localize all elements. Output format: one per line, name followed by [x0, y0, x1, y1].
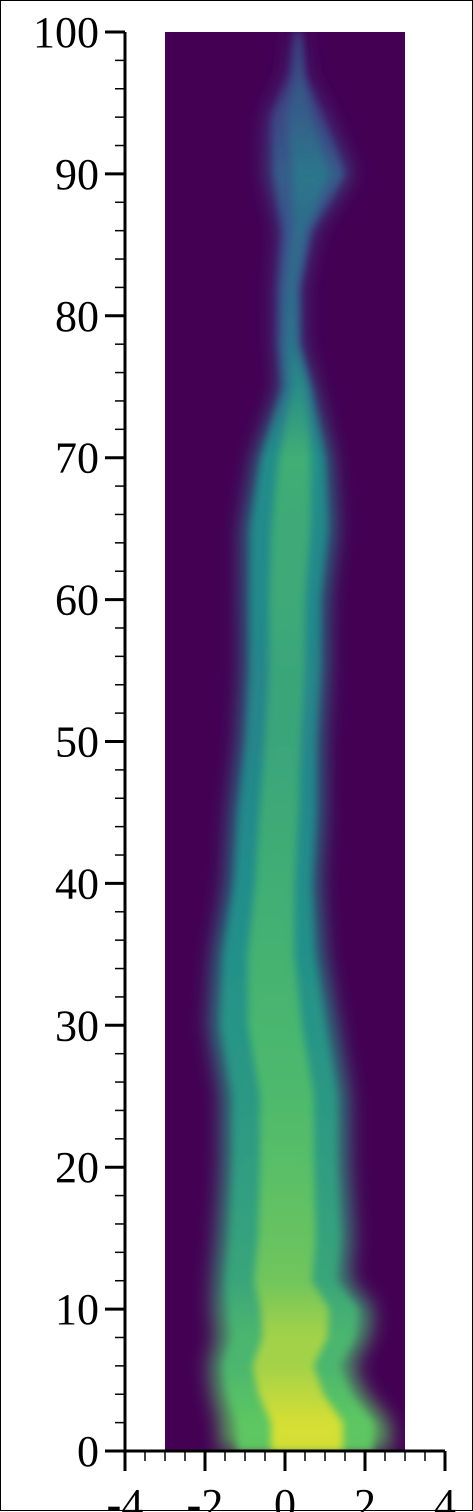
plume-core — [247, 32, 343, 1451]
y-tick-label: 70 — [55, 434, 99, 483]
y-tick-label: 10 — [55, 1285, 99, 1334]
x-tick-label: 0 — [274, 1480, 296, 1512]
tick-labels: 0 10 20 30 40 50 60 70 80 90 100 -4 -2 0 2 4 — [33, 8, 456, 1512]
x-tick-label: -2 — [187, 1480, 224, 1512]
y-tick-label: 30 — [55, 1001, 99, 1050]
y-tick-label: 0 — [77, 1427, 99, 1476]
y-tick-label: 90 — [55, 150, 99, 199]
tick-marks — [105, 30, 447, 1471]
y-tick-label: 60 — [55, 576, 99, 625]
y-tick-label: 40 — [55, 859, 99, 908]
y-tick-label: 100 — [33, 8, 99, 57]
plume — [209, 32, 389, 1451]
x-tick-label: 2 — [354, 1480, 376, 1512]
y-tick-label: 20 — [55, 1143, 99, 1192]
y-tick-label: 80 — [55, 292, 99, 341]
y-tick-label: 50 — [55, 718, 99, 767]
heatmap-field — [165, 32, 405, 1451]
x-tick-label: -4 — [107, 1480, 144, 1512]
x-tick-label: 4 — [434, 1480, 456, 1512]
